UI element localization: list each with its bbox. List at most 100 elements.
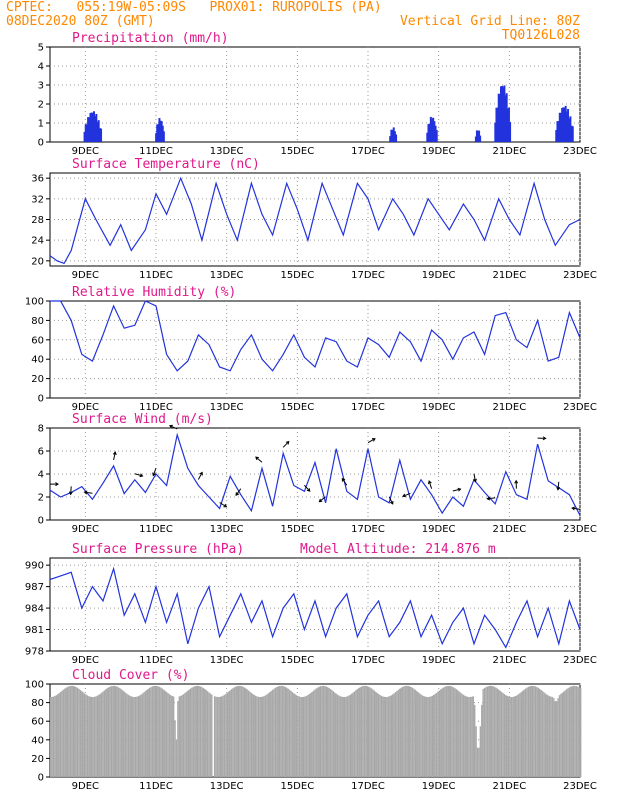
cloud-bar xyxy=(213,696,216,777)
cloud-bar xyxy=(464,695,466,777)
wind-arrow-head xyxy=(542,436,547,441)
cloud-bar xyxy=(187,690,189,777)
cloud-bar xyxy=(194,686,196,777)
cloud-bar xyxy=(144,691,147,777)
x-date-label: 11DEC xyxy=(139,402,173,413)
cloud-bar xyxy=(486,686,489,777)
cloud-bar xyxy=(102,691,104,777)
cloud-bar xyxy=(498,689,500,777)
wind-arrow-head xyxy=(285,440,290,445)
panel-title: Precipitation (mm/h) xyxy=(72,31,229,46)
cloud-bar xyxy=(524,688,527,777)
header-line1: CPTEC: 055:19W-05:09S PROX01: RUROPOLIS … xyxy=(6,0,382,15)
y-tick-label: 8 xyxy=(38,424,44,435)
wind-arrow xyxy=(197,472,203,480)
cloud-bar xyxy=(158,686,161,777)
precip-bar xyxy=(97,120,100,142)
x-date-label: 13DEC xyxy=(210,524,244,535)
y-tick-label: 20 xyxy=(31,754,44,765)
cloud-bar xyxy=(307,695,309,777)
cloud-bar xyxy=(59,691,62,777)
x-date-label: 19DEC xyxy=(422,146,456,157)
cloud-bar xyxy=(161,688,164,777)
y-tick-label: 987 xyxy=(25,582,44,593)
wind-arrow-head xyxy=(235,492,240,496)
precip-bar xyxy=(499,86,502,142)
cloud-bar xyxy=(175,739,178,777)
cloud-bar xyxy=(131,696,134,777)
cloud-bar xyxy=(389,696,391,777)
precip-bar xyxy=(503,85,506,142)
cloud-bar xyxy=(216,696,219,777)
x-date-label: 21DEC xyxy=(492,524,526,535)
cloud-bar xyxy=(168,694,171,777)
cloud-bar xyxy=(375,691,377,777)
cloud-bar xyxy=(308,694,311,777)
precip-bar xyxy=(157,124,160,142)
cloud-bar xyxy=(230,689,233,777)
cloud-bar xyxy=(574,685,576,777)
precip-bar xyxy=(95,113,98,142)
cloud-bar xyxy=(461,693,463,777)
precip-bar xyxy=(563,107,566,142)
cloud-bar xyxy=(355,690,357,777)
cloud-bar xyxy=(139,695,141,777)
x-date-label: 15DEC xyxy=(280,402,314,413)
cloud-bar xyxy=(335,693,337,777)
x-date-label: 15DEC xyxy=(280,146,314,157)
cloud-bar xyxy=(256,696,258,777)
cloud-bar xyxy=(362,686,364,777)
precip-bar xyxy=(427,124,430,142)
cloud-bar xyxy=(146,689,148,777)
wind-arrow-head xyxy=(341,477,346,482)
wind-arrow-head xyxy=(169,424,173,429)
y-tick-label: 0 xyxy=(38,773,44,784)
cloud-bar xyxy=(192,686,195,777)
cloud-bar xyxy=(164,690,166,777)
cloud-bar xyxy=(522,690,524,777)
cloud-bar xyxy=(459,692,462,777)
wind-arrow xyxy=(84,491,93,494)
wind-arrow xyxy=(304,484,311,492)
cloud-bar xyxy=(342,696,344,777)
y-tick-label: 981 xyxy=(25,625,44,636)
precip-bar xyxy=(558,112,561,142)
precip-bar xyxy=(475,130,478,142)
cloud-bar xyxy=(298,696,301,777)
x-date-label: 9DEC xyxy=(72,402,99,413)
cloud-bar xyxy=(82,692,84,777)
cloud-bar xyxy=(273,688,275,777)
cloud-bar xyxy=(392,694,394,777)
cloud-bar xyxy=(283,686,285,777)
cloud-bar xyxy=(433,694,435,777)
cloud-bar xyxy=(51,696,53,777)
cloud-bar xyxy=(438,690,441,777)
cloud-bar xyxy=(530,685,532,777)
cloud-bar xyxy=(386,696,388,777)
cloud-bar xyxy=(428,696,431,777)
wind-arrow-head xyxy=(389,500,394,505)
cloud-bar xyxy=(444,686,446,777)
cloud-bar xyxy=(236,686,238,777)
cloud-bar xyxy=(370,688,373,777)
cloud-bar xyxy=(506,695,508,777)
y-tick-label: 6 xyxy=(38,447,44,458)
x-date-label: 13DEC xyxy=(210,781,244,792)
cloud-bar xyxy=(245,688,247,777)
cloud-bar xyxy=(317,687,319,777)
cloud-bar xyxy=(81,691,83,777)
cloud-bar xyxy=(250,692,253,777)
cloud-bar xyxy=(182,694,185,777)
panel-5 xyxy=(46,683,582,778)
wind-arrow xyxy=(152,467,157,476)
wind-arrow xyxy=(428,480,433,489)
precip-bar xyxy=(557,121,560,142)
cloud-bar xyxy=(561,692,564,777)
cloud-bar xyxy=(291,692,294,777)
precip-bar xyxy=(474,136,477,142)
precip-bar xyxy=(87,117,90,142)
cloud-bar xyxy=(416,690,418,777)
x-date-label: 23DEC xyxy=(563,402,597,413)
cloud-bar xyxy=(489,685,491,777)
cloud-bar xyxy=(551,696,554,777)
